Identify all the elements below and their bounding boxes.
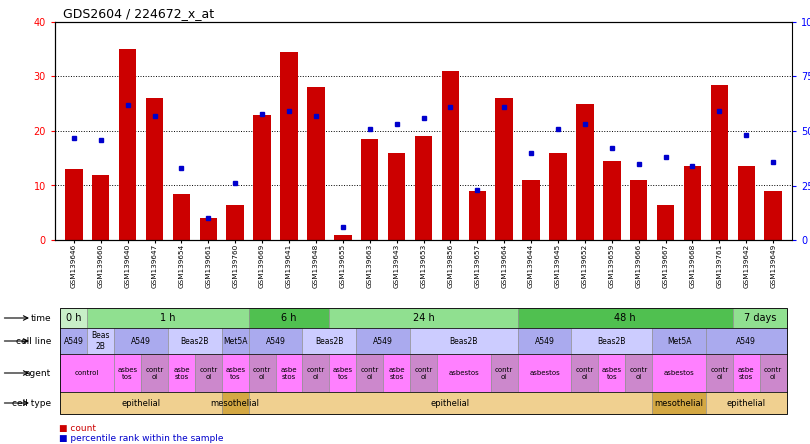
Text: Beas2B: Beas2B bbox=[598, 337, 626, 345]
Text: 0 h: 0 h bbox=[66, 313, 82, 323]
Text: A549: A549 bbox=[64, 337, 83, 345]
Text: Beas2B: Beas2B bbox=[181, 337, 209, 345]
Text: cell line: cell line bbox=[15, 337, 51, 345]
Text: contr
ol: contr ol bbox=[629, 366, 648, 380]
Text: Met5A: Met5A bbox=[667, 337, 691, 345]
Text: asbes
tos: asbes tos bbox=[602, 366, 622, 380]
Text: asbe
stos: asbe stos bbox=[738, 366, 755, 380]
Text: 48 h: 48 h bbox=[615, 313, 636, 323]
Bar bbox=[603, 161, 620, 240]
Bar bbox=[361, 139, 378, 240]
Text: Beas2B: Beas2B bbox=[315, 337, 343, 345]
Bar bbox=[92, 174, 109, 240]
Text: asbes
tos: asbes tos bbox=[225, 366, 245, 380]
Bar bbox=[388, 153, 405, 240]
Text: asbestos: asbestos bbox=[449, 370, 480, 376]
Text: asbes
tos: asbes tos bbox=[333, 366, 353, 380]
Text: asbe
stos: asbe stos bbox=[281, 366, 297, 380]
Text: asbe
stos: asbe stos bbox=[173, 366, 190, 380]
Text: A549: A549 bbox=[131, 337, 151, 345]
Text: epithelial: epithelial bbox=[122, 399, 160, 408]
Bar bbox=[468, 191, 486, 240]
Bar bbox=[522, 180, 539, 240]
Text: A549: A549 bbox=[266, 337, 285, 345]
Text: 1 h: 1 h bbox=[160, 313, 176, 323]
Text: asbes
tos: asbes tos bbox=[117, 366, 138, 380]
Bar bbox=[441, 71, 459, 240]
Text: A549: A549 bbox=[373, 337, 393, 345]
Text: contr
ol: contr ol bbox=[764, 366, 782, 380]
Text: epithelial: epithelial bbox=[431, 399, 470, 408]
Bar bbox=[254, 115, 271, 240]
Bar bbox=[496, 98, 513, 240]
Bar bbox=[415, 136, 433, 240]
Text: Beas
2B: Beas 2B bbox=[92, 331, 110, 351]
Text: GDS2604 / 224672_x_at: GDS2604 / 224672_x_at bbox=[63, 7, 214, 20]
Text: contr
ol: contr ol bbox=[199, 366, 217, 380]
Text: contr
ol: contr ol bbox=[253, 366, 271, 380]
Bar bbox=[549, 153, 567, 240]
Bar bbox=[630, 180, 647, 240]
Text: ■ count: ■ count bbox=[59, 424, 96, 432]
Text: ■ percentile rank within the sample: ■ percentile rank within the sample bbox=[59, 435, 224, 444]
Text: contr
ol: contr ol bbox=[710, 366, 728, 380]
Text: A549: A549 bbox=[535, 337, 555, 345]
Bar bbox=[199, 218, 217, 240]
Text: asbestos: asbestos bbox=[663, 370, 694, 376]
Bar bbox=[173, 194, 190, 240]
Bar bbox=[710, 85, 728, 240]
Text: contr
ol: contr ol bbox=[576, 366, 594, 380]
Text: contr
ol: contr ol bbox=[307, 366, 325, 380]
Bar bbox=[280, 52, 298, 240]
Text: mesothelial: mesothelial bbox=[654, 399, 704, 408]
Text: asbe
stos: asbe stos bbox=[388, 366, 405, 380]
Bar bbox=[146, 98, 164, 240]
Text: contr
ol: contr ol bbox=[146, 366, 164, 380]
Bar bbox=[334, 234, 352, 240]
Text: Beas2B: Beas2B bbox=[450, 337, 478, 345]
Text: contr
ol: contr ol bbox=[360, 366, 379, 380]
Text: mesothelial: mesothelial bbox=[211, 399, 260, 408]
Text: 24 h: 24 h bbox=[412, 313, 434, 323]
Bar bbox=[119, 49, 136, 240]
Text: A549: A549 bbox=[736, 337, 757, 345]
Text: contr
ol: contr ol bbox=[415, 366, 433, 380]
Bar bbox=[657, 205, 674, 240]
Text: Met5A: Met5A bbox=[223, 337, 248, 345]
Text: time: time bbox=[30, 313, 51, 322]
Text: 6 h: 6 h bbox=[281, 313, 296, 323]
Text: agent: agent bbox=[24, 369, 51, 377]
Bar bbox=[227, 205, 244, 240]
Text: asbestos: asbestos bbox=[529, 370, 560, 376]
Text: epithelial: epithelial bbox=[727, 399, 765, 408]
Text: cell type: cell type bbox=[12, 399, 51, 408]
Text: 7 days: 7 days bbox=[744, 313, 776, 323]
Bar bbox=[765, 191, 782, 240]
Text: control: control bbox=[75, 370, 100, 376]
Bar bbox=[576, 104, 594, 240]
Bar bbox=[307, 87, 325, 240]
Bar bbox=[65, 169, 83, 240]
Bar bbox=[738, 166, 755, 240]
Bar bbox=[684, 166, 701, 240]
Text: contr
ol: contr ol bbox=[495, 366, 514, 380]
